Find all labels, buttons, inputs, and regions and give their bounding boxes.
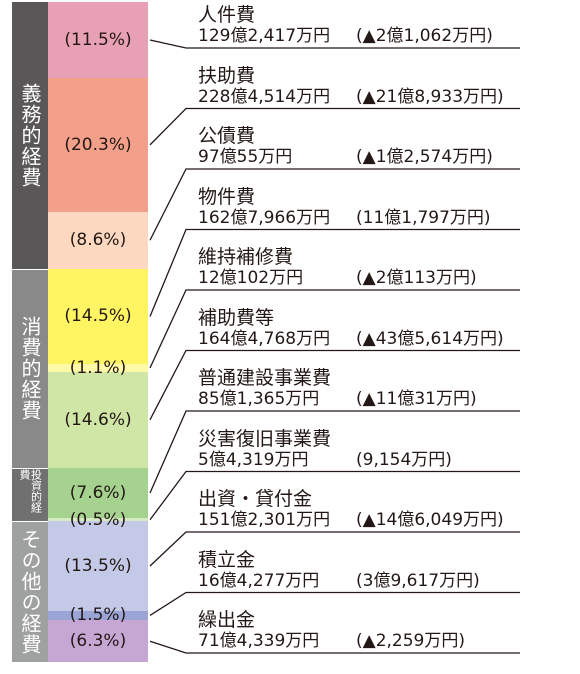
bar-segment	[48, 268, 148, 365]
group-label: 義務的経費	[12, 2, 48, 269]
amount-value: 12億102万円	[198, 268, 304, 288]
category-name: 公債費	[198, 125, 256, 147]
change-value: (▲2億1,062万円)	[356, 26, 493, 46]
amount-value: 164億4,768万円	[198, 328, 331, 349]
change-value: (11億1,797万円)	[356, 207, 491, 228]
change-value: (9,154万円)	[356, 449, 452, 470]
bar-segment	[48, 364, 148, 372]
category-values: 5億4,319万円 (9,154万円)	[198, 450, 528, 470]
amount-value: 16億4,277万円	[198, 570, 320, 591]
category-values: 16億4,277万円 (3億9,617万円)	[198, 571, 528, 591]
change-value: (▲14億6,049万円)	[356, 510, 504, 530]
bar-segment	[48, 211, 148, 269]
category-name: 積立金	[198, 548, 256, 571]
leader-line	[149, 349, 520, 421]
bar-segment	[48, 2, 148, 78]
percent-label: (13.5%)	[64, 555, 132, 576]
change-value: (3億9,617万円)	[356, 570, 480, 591]
category-values: 129億2,417万円 (▲2億1,062万円)	[198, 26, 528, 46]
change-value: (▲43億5,614万円)	[356, 328, 504, 349]
category-label: 積立金 16億4,277万円 (3億9,617万円)	[198, 549, 528, 591]
percent-label: (11.5%)	[64, 29, 132, 50]
amount-value: 151億2,301万円	[198, 510, 331, 530]
percent-label: (1.5%)	[69, 605, 127, 626]
category-values: 228億4,514万円 (▲21億8,933万円)	[198, 87, 528, 107]
leader-line	[149, 107, 520, 146]
group-label-text: 消費的経費	[18, 316, 42, 422]
change-value: (▲11億31万円)	[356, 389, 477, 409]
category-name: 繰出金	[198, 609, 256, 631]
amount-value: 228億4,514万円	[198, 86, 331, 107]
category-name: 普通建設事業費	[198, 367, 332, 389]
leader-line	[149, 470, 520, 521]
change-value: (▲21億8,933万円)	[356, 86, 504, 107]
bar-segment	[48, 518, 148, 522]
category-label: 公債費 97億55万円 (▲1億2,574万円)	[198, 125, 528, 167]
percent-label: (8.6%)	[69, 230, 127, 251]
amount-value: 71億4,339万円	[198, 631, 320, 651]
amount-value: 5億4,319万円	[198, 449, 309, 470]
percent-label: (14.5%)	[64, 306, 132, 327]
leader-line	[149, 410, 520, 494]
group-label: 消費的経費	[12, 269, 48, 468]
percent-label: (6.3%)	[69, 631, 127, 652]
leader-line	[149, 531, 520, 567]
category-label: 補助費等 164億4,768万円 (▲43億5,614万円)	[198, 307, 528, 349]
category-label: 物件費 162億7,966万円 (11億1,797万円)	[198, 186, 528, 228]
category-label: 出資・貸付金 151億2,301万円 (▲14億6,049万円)	[198, 488, 528, 530]
leader-line	[149, 591, 520, 617]
category-label: 災害復旧事業費 5億4,319万円 (9,154万円)	[198, 428, 528, 470]
category-label: 繰出金 71億4,339万円 (▲2,259万円)	[198, 609, 528, 651]
category-values: 85億1,365万円 (▲11億31万円)	[198, 389, 528, 409]
category-name: 災害復旧事業費	[198, 427, 332, 450]
percent-label: (20.3%)	[64, 134, 132, 155]
bar-segment	[48, 521, 148, 611]
amount-value: 85億1,365万円	[198, 389, 320, 409]
bar-segment	[48, 610, 148, 621]
category-label: 維持補修費 12億102万円 (▲2億113万円)	[198, 246, 528, 288]
group-label-text: その他の経費	[18, 529, 42, 656]
category-name: 出資・貸付金	[198, 488, 313, 510]
category-label: 人件費 129億2,417万円 (▲2億1,062万円)	[198, 4, 528, 46]
category-name: 補助費等	[198, 306, 275, 329]
leader-line	[149, 289, 520, 369]
bar-segment	[48, 371, 148, 468]
category-label: 扶助費 228億4,514万円 (▲21億8,933万円)	[198, 65, 528, 107]
leader-line	[149, 168, 520, 241]
category-values: 97億55万円 (▲1億2,574万円)	[198, 147, 528, 167]
bar-segment	[48, 77, 148, 212]
category-values: 162億7,966万円 (11億1,797万円)	[198, 208, 528, 228]
percent-label: (7.6%)	[69, 483, 127, 504]
leader-line	[149, 228, 520, 317]
category-values: 71億4,339万円 (▲2,259万円)	[198, 631, 528, 651]
group-label-text: 義務的経費	[18, 82, 42, 188]
category-name: 扶助費	[198, 64, 256, 87]
category-name: 維持補修費	[198, 246, 294, 268]
percent-label: (14.6%)	[64, 409, 132, 430]
percent-label: (1.1%)	[69, 357, 127, 378]
bar-segment	[48, 467, 148, 519]
change-value: (▲2億113万円)	[356, 268, 477, 288]
category-values: 164億4,768万円 (▲43億5,614万円)	[198, 329, 528, 349]
amount-value: 162億7,966万円	[198, 207, 331, 228]
percent-label: (0.5%)	[69, 509, 127, 530]
change-value: (▲2,259万円)	[356, 631, 466, 651]
group-label: その他の経費	[12, 522, 48, 662]
leader-line	[149, 640, 520, 654]
category-values: 151億2,301万円 (▲14億6,049万円)	[198, 510, 528, 530]
category-label: 普通建設事業費 85億1,365万円 (▲11億31万円)	[198, 367, 528, 409]
leader-line	[149, 39, 520, 49]
group-label: 投資的経費	[12, 468, 48, 522]
category-values: 12億102万円 (▲2億113万円)	[198, 268, 528, 288]
group-label-text: 投資的経費	[18, 468, 43, 513]
amount-value: 129億2,417万円	[198, 26, 331, 46]
amount-value: 97億55万円	[198, 147, 293, 167]
category-name: 人件費	[198, 4, 256, 26]
change-value: (▲1億2,574万円)	[356, 147, 493, 167]
category-name: 物件費	[198, 185, 256, 208]
bar-segment	[48, 620, 148, 662]
